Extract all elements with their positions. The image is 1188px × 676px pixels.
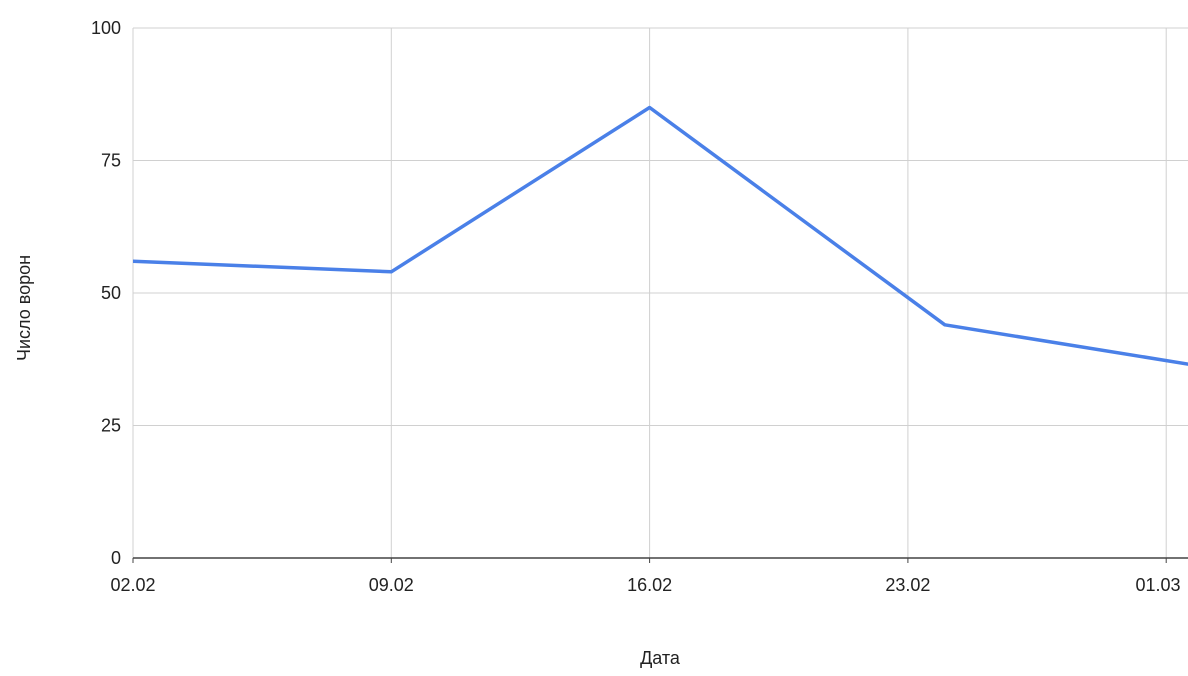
x-tick-label: 01.03 xyxy=(1135,575,1180,595)
y-tick-label: 100 xyxy=(91,18,121,38)
axes: 0 25 50 75 100 02.02 09.02 16.02 23.02 01.03 xyxy=(91,18,1188,595)
y-tick-label: 25 xyxy=(101,416,121,436)
series-line xyxy=(133,105,1188,366)
x-tick-label: 09.02 xyxy=(369,575,414,595)
grid xyxy=(132,27,1188,558)
x-axis-title: Дата xyxy=(640,648,681,668)
x-tick-label: 02.02 xyxy=(110,575,155,595)
series-layer xyxy=(133,105,1188,366)
y-tick-label: 50 xyxy=(101,283,121,303)
y-tick-label: 0 xyxy=(111,548,121,568)
x-tick-label: 16.02 xyxy=(627,575,672,595)
y-axis-title: Число ворон xyxy=(14,255,34,361)
y-tick-label: 75 xyxy=(101,151,121,171)
x-tick-label: 23.02 xyxy=(885,575,930,595)
